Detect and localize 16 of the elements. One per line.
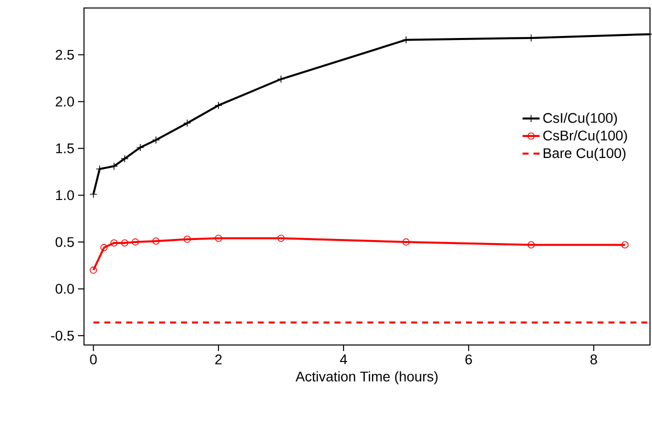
x-tick-label: 8 bbox=[590, 354, 597, 364]
legend-label: CsBr/Cu(100) bbox=[543, 130, 627, 144]
x-tick-label: 6 bbox=[465, 354, 472, 364]
legend-label: CsI/Cu(100) bbox=[543, 112, 617, 126]
legend-label: Bare Cu(100) bbox=[544, 148, 626, 161]
x-tick-label: 2 bbox=[215, 354, 222, 364]
y-tick-label: 2.0 bbox=[56, 96, 74, 107]
x-axis-title: Activation Time (hours) bbox=[296, 371, 438, 384]
y-tick-label: -0.5 bbox=[51, 330, 74, 341]
x-tick-label: 0 bbox=[90, 354, 97, 364]
y-tick-label: 0.0 bbox=[56, 284, 74, 294]
x-tick-label: 4 bbox=[340, 354, 348, 364]
y-tick-label: 0.5 bbox=[56, 237, 74, 247]
y-tick-label: 1.5 bbox=[56, 144, 74, 154]
y-tick-label: 2.5 bbox=[56, 50, 74, 60]
y-tick-label: 1.0 bbox=[56, 190, 74, 200]
